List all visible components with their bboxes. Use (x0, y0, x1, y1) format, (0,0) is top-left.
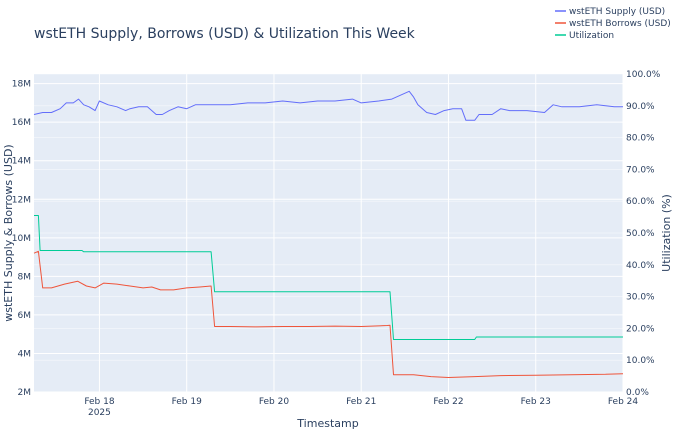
y2-tick-label: 0.0% (626, 388, 649, 398)
y2-tick-label: 40.0% (626, 261, 655, 271)
y2-axis-ticks: 0.0% 10.0% 20.0% 30.0% 40.0% 50.0% 60.0% 70.0% 8… (626, 70, 661, 398)
y2-tick-label: 90.0% (626, 102, 655, 112)
legend-label-utilization: Utilization (569, 31, 614, 41)
series-line-utilization (34, 215, 623, 340)
legend-label-supply: wstETH Supply (USD) (569, 7, 665, 17)
x-tick-label: Feb 22 (433, 397, 463, 407)
y-tick-label: 2M (18, 388, 32, 398)
y2-tick-label: 100.0% (626, 70, 661, 80)
y2-tick-label: 70.0% (626, 165, 655, 175)
y-tick-label: 10M (12, 234, 31, 244)
x-tick-label: Feb 24 (608, 397, 639, 407)
y2-axis-title: Utilization (%) (660, 194, 673, 272)
y2-tick-label: 10.0% (626, 356, 655, 366)
series-line-borrows (33, 250, 624, 378)
y-tick-label: 12M (12, 195, 31, 205)
x-axis-ticks: Feb 18 Feb 19 Feb 20 Feb 21 Feb 22 Feb 23 Feb … (84, 397, 638, 407)
x-year-label: 2025 (88, 408, 111, 418)
x-tick-label: Feb 21 (346, 397, 376, 407)
series-line-supply (33, 90, 623, 121)
y-tick-label: 8M (18, 272, 32, 282)
y-tick-label: 6M (18, 311, 32, 321)
legend-label-borrows: wstETH Borrows (USD) (569, 19, 671, 29)
chart-title: wstETH Supply, Borrows (USD) & Utilizati… (34, 26, 416, 42)
legend[interactable]: wstETH Supply (USD) wstETH Borrows (USD)… (555, 7, 671, 41)
x-axis-title: Timestamp (296, 417, 358, 430)
y2-tick-label: 50.0% (626, 229, 655, 239)
legend-item-supply[interactable]: wstETH Supply (USD) (555, 7, 665, 17)
legend-item-borrows[interactable]: wstETH Borrows (USD) (555, 19, 671, 29)
y-axis-ticks: 2M 4M 6M 8M 10M 12M 14M 16M 18M (12, 80, 31, 398)
gridlines (34, 73, 624, 393)
y2-tick-label: 80.0% (626, 134, 655, 144)
y2-tick-label: 30.0% (626, 293, 655, 303)
legend-item-utilization[interactable]: Utilization (555, 31, 614, 41)
y-tick-label: 18M (12, 80, 31, 90)
y2-tick-label: 20.0% (626, 324, 655, 334)
x-tick-label: Feb 20 (259, 397, 290, 407)
y-tick-label: 4M (18, 349, 32, 359)
x-tick-label: Feb 23 (521, 397, 551, 407)
y-axis-title: wstETH Supply & Borrows (USD) (2, 144, 15, 321)
x-tick-label: Feb 18 (84, 397, 115, 407)
y2-tick-label: 60.0% (626, 197, 655, 207)
y-tick-label: 16M (12, 118, 31, 128)
x-tick-label: Feb 19 (172, 397, 203, 407)
series-layer (33, 90, 624, 378)
y-tick-label: 14M (12, 157, 31, 167)
